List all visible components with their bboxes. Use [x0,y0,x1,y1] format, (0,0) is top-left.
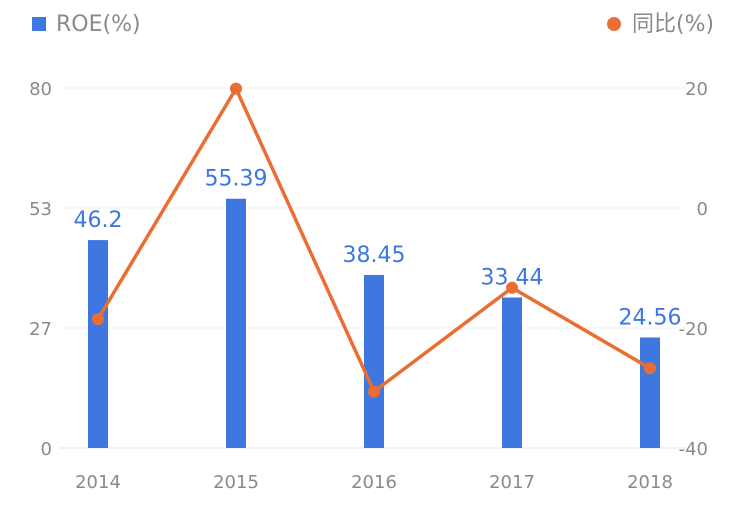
roe-bar-label-2018: 24.56 [619,305,682,330]
roe-bar-2014 [88,240,108,448]
yoy-point-2016 [368,385,380,398]
x-tick-2015: 2015 [213,472,259,493]
legend-yoy-label: 同比(%) [632,12,714,37]
roe-bar-2016 [364,274,384,448]
x-tick-2014: 2014 [75,472,121,493]
roe-bar-2015 [226,198,246,448]
y-left-tick-0: 0 [41,439,52,460]
yoy-point-2018 [644,362,656,375]
yoy-point-2017 [506,281,518,294]
roe-bar-label-2015: 55.39 [205,167,268,192]
x-tick-2018: 2018 [627,472,673,493]
x-tick-2016: 2016 [351,472,397,493]
y-left-tick-27: 27 [29,319,52,340]
y-right-tick-20: 20 [685,79,708,100]
y-axis-right: 20 0 -20 -40 [679,79,708,460]
y-right-tick-minus40: -40 [679,439,708,460]
legend-yoy-swatch [607,17,621,31]
y-right-tick-0: 0 [697,199,708,220]
yoy-point-2014 [92,313,104,325]
roe-bar-2017 [502,297,522,448]
y-left-tick-53: 53 [29,199,52,220]
yoy-line [92,82,656,398]
y-axis-left: 80 53 27 0 [29,79,52,460]
y-left-tick-80: 80 [29,79,52,100]
x-tick-2017: 2017 [489,472,535,493]
roe-bar-label-2016: 38.45 [343,243,406,268]
legend-roe-label: ROE(%) [56,12,141,37]
roe-bar-label-2014: 46.2 [74,208,123,233]
y-right-tick-minus20: -20 [679,319,708,340]
yoy-point-2015 [230,82,242,95]
legend-roe-swatch [32,17,46,31]
roe-bar-2018 [640,337,660,448]
x-axis: 2014 2015 2016 2017 2018 [75,472,673,493]
legend: ROE(%) 同比(%) [32,12,714,37]
